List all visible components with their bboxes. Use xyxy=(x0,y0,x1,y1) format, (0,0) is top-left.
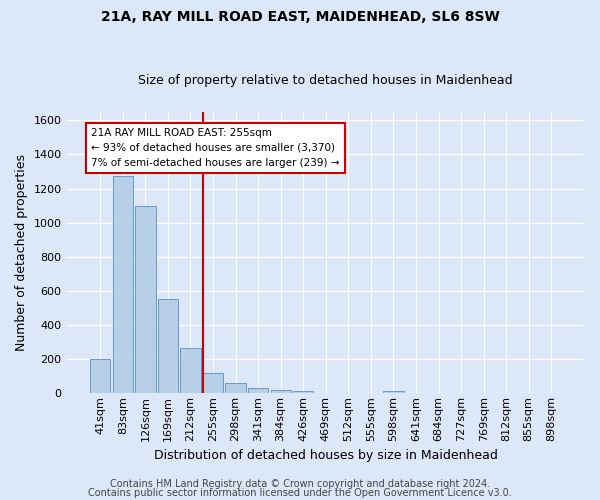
Bar xyxy=(383,390,404,394)
Bar xyxy=(248,388,268,394)
Title: Size of property relative to detached houses in Maidenhead: Size of property relative to detached ho… xyxy=(139,74,513,87)
Text: Contains public sector information licensed under the Open Government Licence v3: Contains public sector information licen… xyxy=(88,488,512,498)
Bar xyxy=(203,373,223,394)
Bar xyxy=(226,383,246,394)
Bar xyxy=(271,390,291,394)
X-axis label: Distribution of detached houses by size in Maidenhead: Distribution of detached houses by size … xyxy=(154,450,498,462)
Y-axis label: Number of detached properties: Number of detached properties xyxy=(15,154,28,351)
Bar xyxy=(181,348,200,394)
Text: 21A, RAY MILL ROAD EAST, MAIDENHEAD, SL6 8SW: 21A, RAY MILL ROAD EAST, MAIDENHEAD, SL6… xyxy=(101,10,499,24)
Bar xyxy=(293,390,313,394)
Bar xyxy=(113,176,133,394)
Bar xyxy=(90,359,110,394)
Bar xyxy=(135,206,155,394)
Bar xyxy=(158,298,178,394)
Text: 21A RAY MILL ROAD EAST: 255sqm
← 93% of detached houses are smaller (3,370)
7% o: 21A RAY MILL ROAD EAST: 255sqm ← 93% of … xyxy=(91,128,340,168)
Text: Contains HM Land Registry data © Crown copyright and database right 2024.: Contains HM Land Registry data © Crown c… xyxy=(110,479,490,489)
